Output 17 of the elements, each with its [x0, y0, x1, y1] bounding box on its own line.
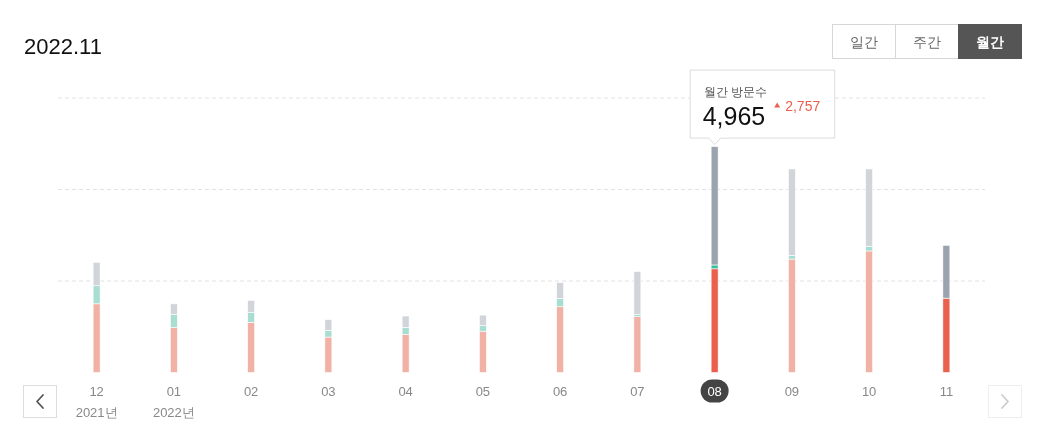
button: 주간 — [895, 24, 959, 59]
x-tick-label: 05 — [475, 384, 491, 399]
tooltip: 월간 방문수 4,965 2,757 — [689, 69, 836, 146]
x-tick-label: 03 — [321, 384, 336, 399]
button: 일간 — [832, 24, 896, 59]
x-tick-label: 01 2022년 — [152, 384, 195, 420]
x-tick-label: 06 — [552, 384, 568, 399]
x-tick-label: 08 — [707, 384, 722, 399]
title: 2022.11 — [24, 34, 102, 59]
x-tick-label: 02 — [243, 384, 259, 399]
button: 월간 — [958, 24, 1022, 59]
x-tick-label: 12 2021년 — [75, 384, 118, 420]
x-tick-label: 07 — [630, 384, 645, 399]
x-tick-label: 10 — [861, 384, 877, 399]
x-tick-label: 09 — [784, 384, 800, 399]
x-tick-label: 04 — [398, 384, 413, 399]
x-tick-label: 11 — [939, 384, 954, 399]
